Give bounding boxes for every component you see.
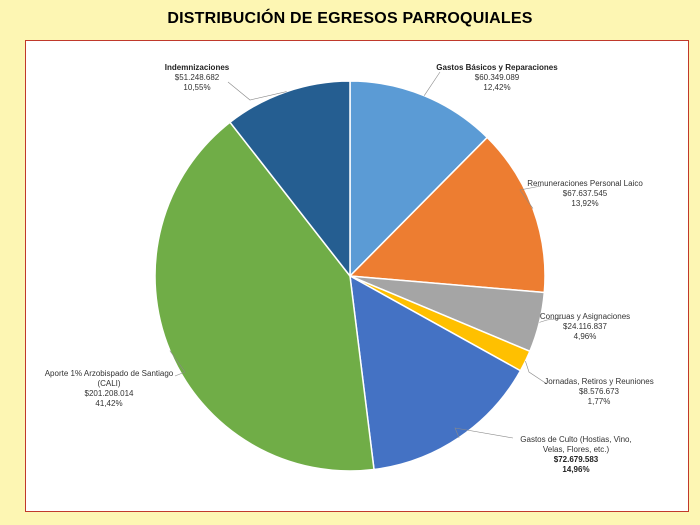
leader-line <box>454 427 514 439</box>
slice-label-text: Velas, Flores, etc.) <box>543 445 610 454</box>
slice-label-text: Gastos de Culto (Hostias, Vino, <box>520 435 631 444</box>
slice-label-text: (CALI) <box>97 379 120 388</box>
leader-line <box>169 350 186 377</box>
slice-label-text: Jornadas, Retiros y Reuniones <box>544 377 653 386</box>
leader-line <box>525 361 548 385</box>
slice-label-text: Aporte 1% Arzobispado de Santiago <box>45 369 174 378</box>
leader-line <box>423 71 441 96</box>
slice-label-text: 10,55% <box>183 83 210 92</box>
slice-label-text: $8.576.673 <box>579 387 620 396</box>
slice-label-text: 13,92% <box>571 199 598 208</box>
slice-label-text: Remuneraciones Personal Laico <box>527 179 643 188</box>
slice-label-text: $72.679.583 <box>554 455 599 464</box>
pie-slice <box>154 121 375 472</box>
slice-label-text: $60.349.089 <box>475 73 520 82</box>
slice-label: Remuneraciones Personal Laico$67.637.545… <box>527 179 643 208</box>
leader-line <box>227 81 287 101</box>
slice-label-text: 1,77% <box>588 397 611 406</box>
slice-label-text: 14,96% <box>562 465 589 474</box>
slice-label-text: 4,96% <box>574 332 597 341</box>
page-title: DISTRIBUCIÓN DE EGRESOS PARROQUIALES <box>167 10 533 27</box>
slice-label-text: $67.637.545 <box>563 189 608 198</box>
slice-label: Aporte 1% Arzobispado de Santiago(CALI)$… <box>45 369 174 408</box>
pie-chart: Gastos Básicos y Reparaciones$60.349.089… <box>45 63 654 474</box>
slice-label-text: Indemnizaciones <box>165 63 230 72</box>
slice-label-text: Congruas y Asignaciones <box>540 312 630 321</box>
slice-label: Gastos de Culto (Hostias, Vino,Velas, Fl… <box>520 435 631 474</box>
slice-label-text: Gastos Básicos y Reparaciones <box>436 63 558 72</box>
slice-label: Jornadas, Retiros y Reuniones$8.576.6731… <box>544 377 653 406</box>
leader-line <box>519 185 542 209</box>
leader-line <box>539 317 564 323</box>
slice-label-text: 41,42% <box>95 399 122 408</box>
slice-label-text: $201.208.014 <box>85 389 134 398</box>
slice-label-text: $51.248.682 <box>175 73 220 82</box>
slice-label: Gastos Básicos y Reparaciones$60.349.089… <box>436 63 558 92</box>
slice-label-text: $24.116.837 <box>563 322 607 331</box>
slice-label-text: 12,42% <box>483 83 510 92</box>
